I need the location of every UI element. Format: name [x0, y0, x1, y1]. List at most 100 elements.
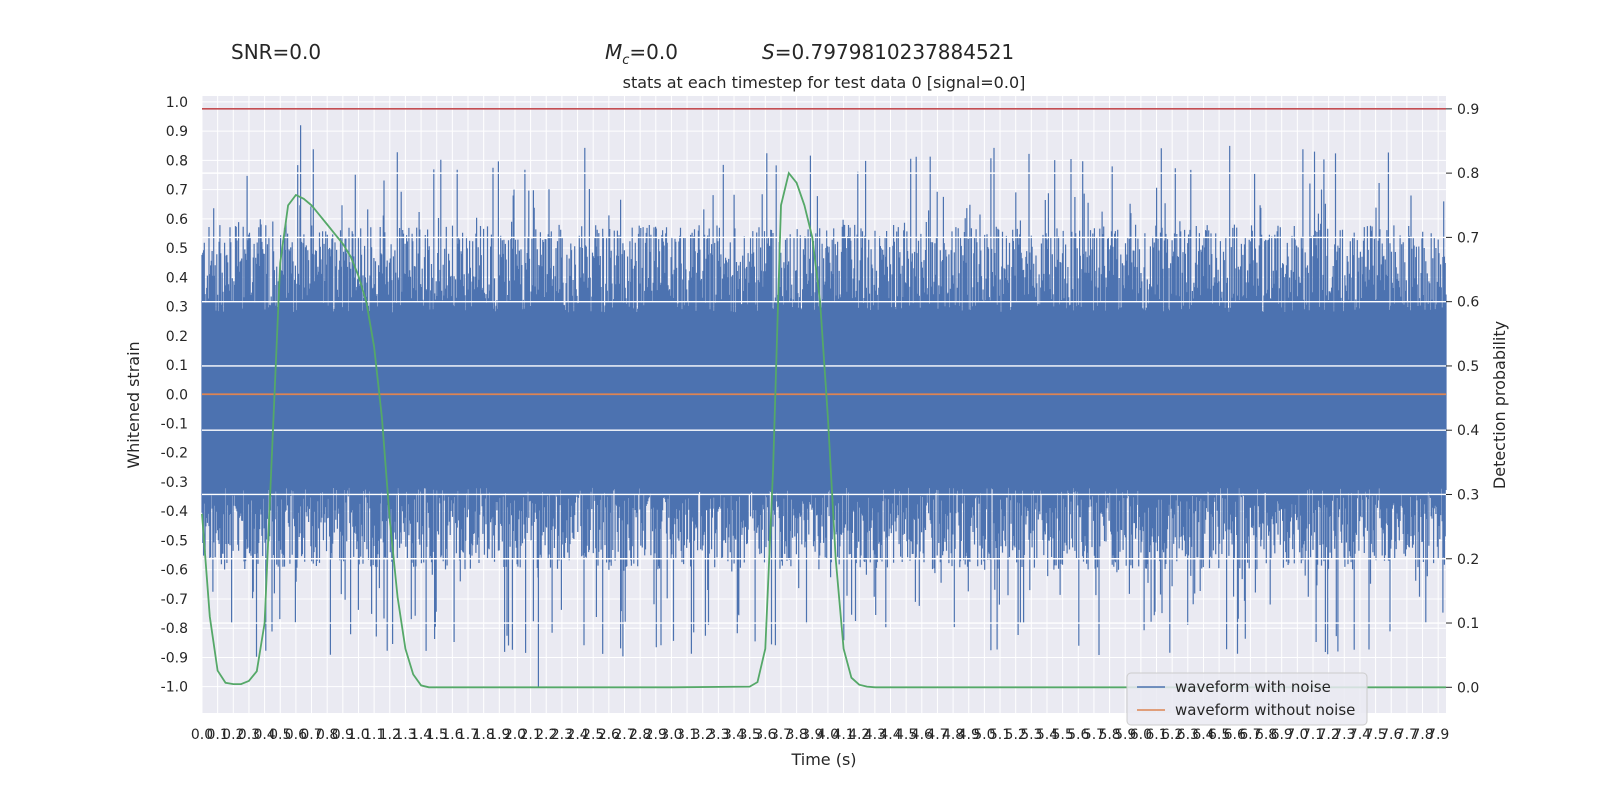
y-tick-label-left: 0.3: [166, 300, 188, 316]
y-tick-label-left: -0.1: [161, 417, 188, 433]
x-tick-label: 5.1: [989, 727, 1011, 743]
y-tick-label-right: 0.7: [1457, 230, 1479, 246]
x-tick-label: 1.6: [441, 727, 463, 743]
x-tick-label: 4.2: [848, 727, 870, 743]
x-tick-label: 7.1: [1302, 727, 1324, 743]
x-tick-label: 5.4: [1036, 727, 1058, 743]
x-tick-label: 1.9: [488, 727, 510, 743]
x-tick-label: 3.4: [723, 727, 745, 743]
x-tick-label: 0.5: [269, 727, 291, 743]
x-tick-label: 0.8: [316, 727, 338, 743]
y-tick-label-left: 0.7: [166, 183, 188, 199]
x-tick-label: 0.9: [332, 727, 354, 743]
y-tick-label-right: 0.9: [1457, 102, 1479, 118]
x-tick-label: 2.8: [629, 727, 651, 743]
x-tick-label: 0.3: [238, 727, 260, 743]
x-tick-label: 2.1: [519, 727, 541, 743]
y-tick-label-left: -1.0: [161, 680, 188, 696]
y-tick-label-right: 0.2: [1457, 552, 1479, 568]
s-value: =0.7979810237884521: [774, 40, 1015, 64]
x-tick-label: 0.6: [285, 727, 307, 743]
x-tick-label: 1.0: [347, 727, 369, 743]
x-tick-label: 7.9: [1427, 727, 1449, 743]
x-tick-label: 7.8: [1411, 727, 1433, 743]
x-tick-label: 6.4: [1192, 727, 1214, 743]
y-tick-label-right: 0.0: [1457, 680, 1479, 696]
x-tick-label: 3.3: [707, 727, 729, 743]
x-tick-label: 5.6: [1067, 727, 1089, 743]
chart-title: stats at each timestep for test data 0 […: [623, 73, 1026, 92]
y-tick-label-left: 0.8: [166, 153, 188, 169]
x-tick-label: 6.0: [1130, 727, 1152, 743]
x-tick-label: 6.8: [1255, 727, 1277, 743]
y-tick-label-left: -0.8: [161, 621, 188, 637]
x-tick-label: 5.8: [1098, 727, 1120, 743]
x-tick-label: 0.7: [300, 727, 322, 743]
x-tick-label: 4.1: [832, 727, 854, 743]
y-tick-label-right: 0.3: [1457, 487, 1479, 503]
x-tick-label: 1.5: [426, 727, 448, 743]
x-tick-label: 6.3: [1177, 727, 1199, 743]
x-tick-label: 3.8: [785, 727, 807, 743]
chirp-mass-label: Mc=0.0: [605, 40, 678, 68]
x-tick-label: 7.2: [1318, 727, 1340, 743]
y-tick-label-left: -0.5: [161, 533, 188, 549]
y-tick-label-left: -0.7: [161, 592, 188, 608]
y-tick-label-left: 0.9: [166, 124, 188, 140]
y-tick-label-right: 0.6: [1457, 295, 1479, 311]
x-axis-label: Time (s): [790, 750, 856, 769]
x-tick-label: 1.3: [394, 727, 416, 743]
mc-subscript: c: [622, 53, 630, 68]
y-axis-label-left: Whitened strain: [124, 341, 143, 468]
legend-label-noisy: waveform with noise: [1175, 678, 1331, 696]
x-tick-label: 3.7: [770, 727, 792, 743]
y-tick-label-left: -0.3: [161, 475, 188, 491]
x-tick-label: 7.3: [1333, 727, 1355, 743]
x-tick-label: 1.2: [379, 727, 401, 743]
x-tick-label: 4.3: [864, 727, 886, 743]
tick-labels: 0.00.10.20.30.40.50.60.70.80.91.01.11.21…: [161, 95, 1480, 743]
x-tick-label: 5.0: [973, 727, 995, 743]
x-tick-label: 6.6: [1224, 727, 1246, 743]
mc-symbol: M: [605, 40, 623, 64]
x-tick-label: 4.5: [895, 727, 917, 743]
x-tick-label: 3.1: [676, 727, 698, 743]
y-tick-label-left: 0.4: [166, 270, 188, 286]
y-axis-label-right: Detection probability: [1490, 321, 1509, 489]
y-tick-label-left: 1.0: [166, 95, 188, 111]
x-tick-label: 4.0: [817, 727, 839, 743]
x-tick-label: 6.7: [1239, 727, 1261, 743]
y-tick-label-right: 0.8: [1457, 166, 1479, 182]
score-label: S=0.7979810237884521: [762, 40, 1014, 64]
x-tick-label: 6.2: [1161, 727, 1183, 743]
y-tick-label-left: 0.6: [166, 212, 188, 228]
x-tick-label: 6.9: [1271, 727, 1293, 743]
x-tick-label: 3.0: [660, 727, 682, 743]
legend-label-clean: waveform without noise: [1175, 701, 1355, 719]
x-tick-label: 7.6: [1380, 727, 1402, 743]
x-tick-label: 7.4: [1349, 727, 1371, 743]
x-tick-label: 0.1: [207, 727, 229, 743]
overlay-lines: [201, 108, 1446, 689]
x-tick-label: 1.7: [457, 727, 479, 743]
x-tick-label: 3.5: [739, 727, 761, 743]
y-tick-label-left: -0.2: [161, 446, 188, 462]
x-tick-label: 2.7: [613, 727, 635, 743]
y-tick-label-left: 0.2: [166, 329, 188, 345]
y-tick-label-right: 0.1: [1457, 616, 1479, 632]
x-tick-label: 5.3: [1020, 727, 1042, 743]
x-tick-label: 4.8: [942, 727, 964, 743]
x-tick-label: 5.2: [1005, 727, 1027, 743]
x-tick-label: 2.9: [645, 727, 667, 743]
x-tick-label: 1.1: [363, 727, 385, 743]
detection-probability-line: [201, 171, 1446, 689]
x-tick-label: 0.0: [191, 727, 213, 743]
y-tick-label-left: 0.0: [166, 387, 188, 403]
x-tick-label: 7.0: [1286, 727, 1308, 743]
x-tick-label: 3.9: [801, 727, 823, 743]
x-tick-label: 4.7: [926, 727, 948, 743]
legend: waveform with noise waveform without noi…: [1126, 672, 1368, 726]
y-tick-label-left: -0.6: [161, 563, 188, 579]
